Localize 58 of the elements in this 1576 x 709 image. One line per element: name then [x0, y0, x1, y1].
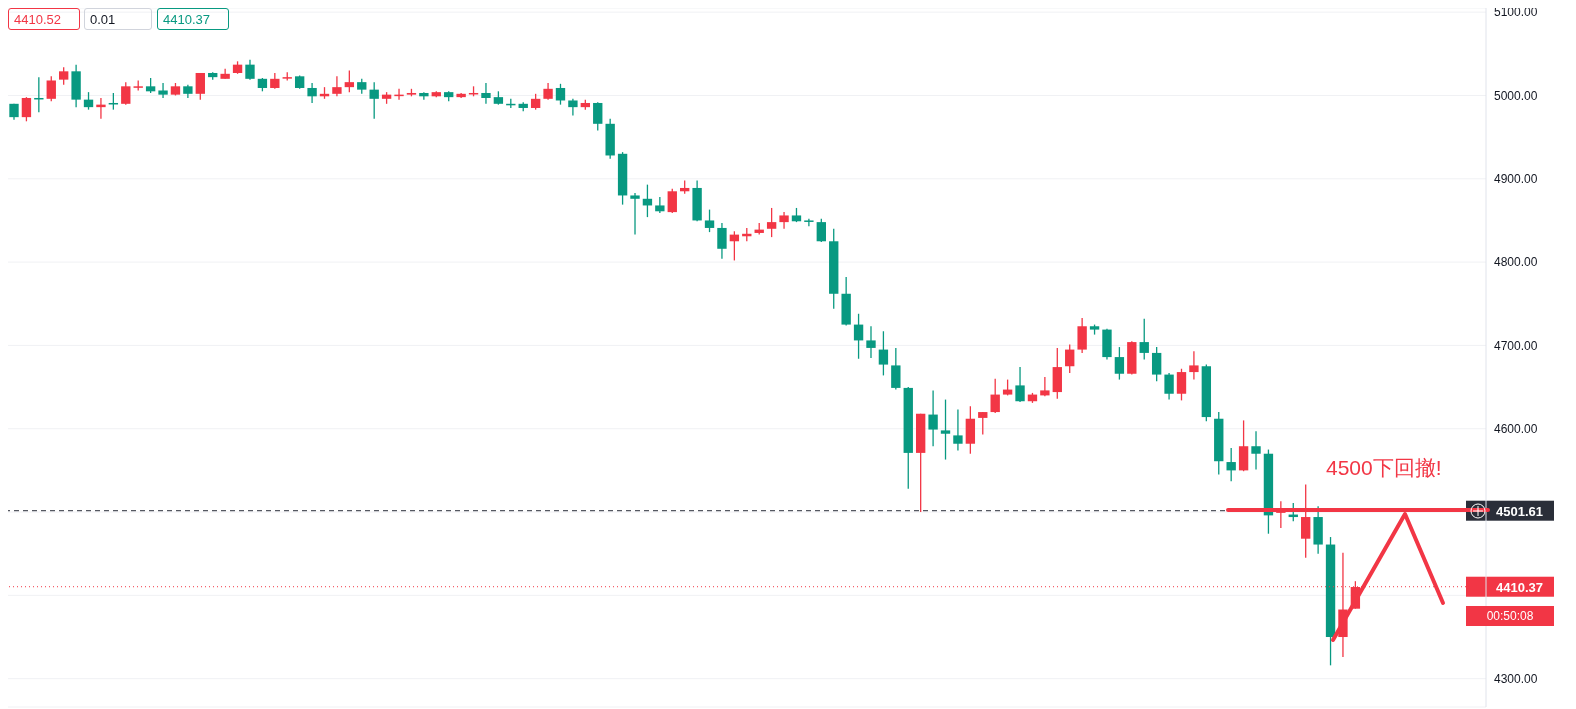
candlestick: [779, 211, 789, 230]
candlestick: [1164, 372, 1174, 401]
candlestick: [1015, 366, 1025, 403]
candlestick: [369, 81, 379, 120]
candlestick: [1077, 317, 1087, 354]
ref-line-label: 4501.61: [1496, 503, 1543, 519]
candlestick: [21, 96, 32, 122]
candlestick: [953, 408, 963, 452]
candlestick: [1151, 346, 1162, 382]
candlestick: [158, 82, 168, 99]
candlestick: [853, 313, 864, 360]
candlestick: [1301, 483, 1311, 559]
candlestick: [816, 218, 826, 243]
candlestick: [928, 389, 938, 447]
candlestick: [717, 222, 727, 260]
candlestick: [593, 101, 603, 132]
candlestick: [978, 411, 988, 436]
y-tick-label: 4700.00: [1494, 338, 1538, 353]
candlestick: [245, 59, 255, 81]
y-tick-label: 5100.00: [1494, 5, 1538, 20]
annotation: 0.01: [84, 8, 152, 30]
y-tick-label: 5000.00: [1494, 88, 1538, 103]
candlestick: [940, 398, 951, 461]
candlestick: [630, 192, 640, 236]
annotation: 4410.52: [8, 8, 80, 30]
candlestick: [344, 69, 355, 93]
candlestick: [307, 82, 317, 104]
y-tick-label: 4900.00: [1494, 172, 1538, 187]
candlestick: [1065, 343, 1075, 374]
candlestick: [878, 330, 889, 377]
candlestick: [195, 72, 205, 101]
candlestick: [1189, 350, 1199, 381]
candlestick: [555, 83, 566, 106]
candlestick: [1251, 430, 1261, 471]
candlestick: [121, 81, 131, 106]
annotation: 4410.37: [157, 8, 229, 30]
candlestick: [804, 218, 814, 227]
candlestick: [1040, 376, 1050, 397]
y-tick-label: 4600.00: [1494, 421, 1538, 436]
candlestick: [46, 75, 56, 102]
candlestick: [419, 91, 429, 101]
candlestick: [1176, 368, 1187, 402]
candlestick: [1139, 318, 1149, 361]
candlestick: [332, 75, 342, 97]
candlestick: [891, 347, 901, 391]
countdown-tag: 00:50:08: [1466, 606, 1554, 626]
y-tick-label: 4800.00: [1494, 255, 1538, 270]
ref-line-label: 4410.37: [1496, 579, 1543, 595]
candlestick: [1226, 447, 1236, 482]
candlestick: [866, 325, 876, 359]
candlestick: [667, 188, 677, 214]
candlestick: [704, 208, 715, 233]
y-tick-label: 4300.00: [1494, 671, 1538, 686]
candlestick: [1114, 346, 1125, 381]
candlestick: [990, 378, 1000, 414]
candlestick: [766, 207, 777, 238]
candlestick: [481, 82, 491, 105]
annotation: 4500下回撤!: [1326, 455, 1442, 481]
